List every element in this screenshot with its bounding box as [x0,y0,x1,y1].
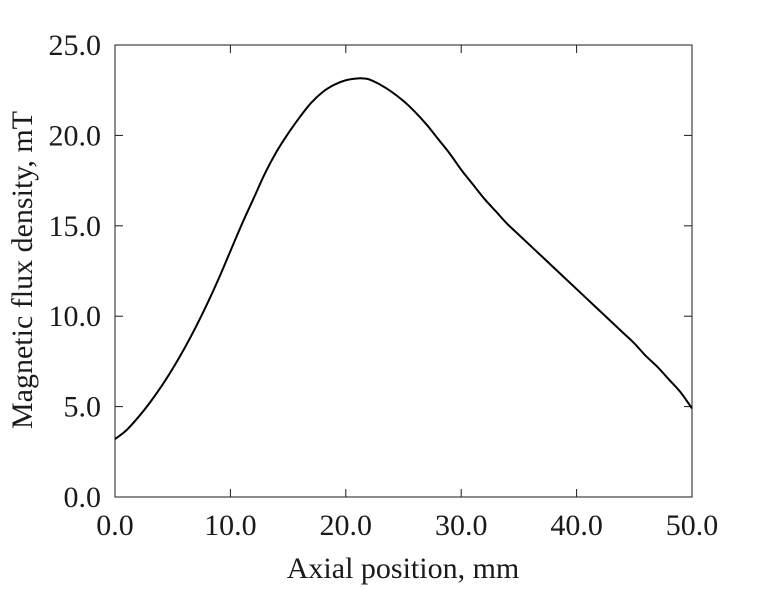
y-tick-label: 5.0 [64,391,102,424]
y-axis: 0.0 5.0 10.0 15.0 20.0 25.0 [49,29,692,514]
y-tick-label: 0.0 [64,481,102,514]
x-axis-label: Axial position, mm [287,552,520,585]
x-tick-label: 30.0 [435,509,488,542]
series-layer [114,77,693,440]
flux-density-line [114,77,693,440]
x-tick-label: 40.0 [550,509,603,542]
plot-frame [114,44,693,498]
y-axis-label: Magnetic flux density, mT [6,111,39,429]
plot-border [114,44,693,498]
y-tick-label: 20.0 [49,119,102,152]
x-tick-label: 50.0 [666,509,719,542]
x-tick-label: 20.0 [320,509,373,542]
x-tick-label: 0.0 [96,509,134,542]
y-tick-label: 10.0 [49,300,102,333]
x-axis: 0.0 10.0 20.0 30.0 40.0 50.0 [96,45,718,542]
y-tick-label: 25.0 [49,29,102,62]
x-tick-label: 10.0 [204,509,257,542]
y-tick-label: 15.0 [49,210,102,243]
